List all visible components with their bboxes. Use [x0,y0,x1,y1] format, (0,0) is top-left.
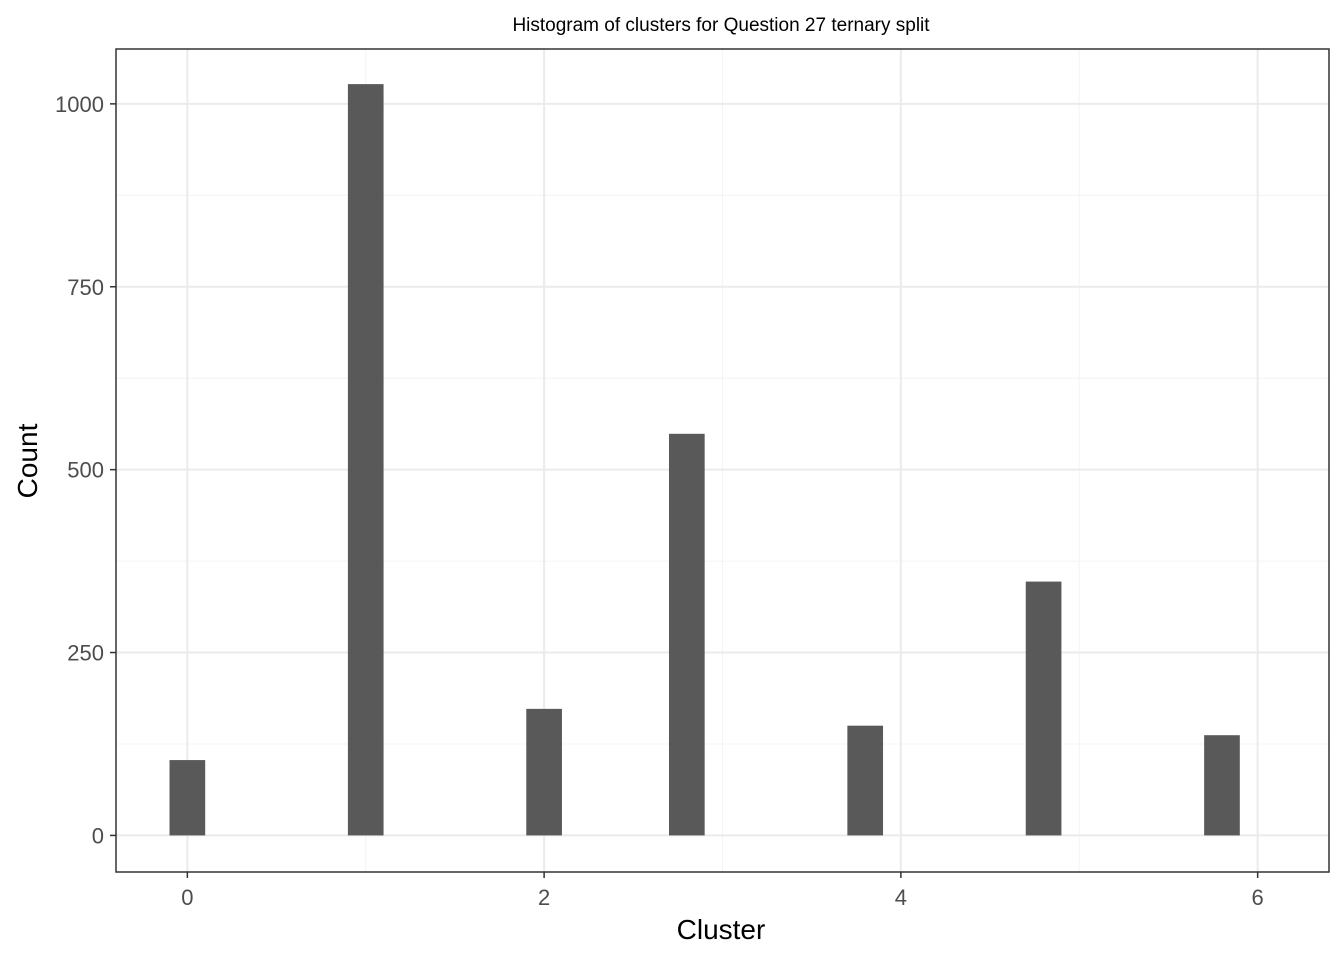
panel-border [115,48,1330,873]
x-axis-ticks: 0 2 4 6 [181,872,1264,910]
x-tick-label: 4 [895,885,907,910]
y-tick-label: 750 [67,275,104,300]
y-tick-label: 250 [67,641,104,666]
bar-cluster-0 [169,760,206,836]
x-tick-label: 0 [181,885,193,910]
x-tick-label: 6 [1252,885,1264,910]
y-axis-title: Count [12,423,43,498]
y-tick-label: 500 [67,458,104,483]
bar-cluster-4 [847,725,884,836]
bar-cluster-2 [526,708,562,836]
y-axis-ticks: 0 250 500 750 1000 [55,92,116,848]
x-axis-title: Cluster [677,914,766,945]
grid-minor [116,49,1329,872]
x-tick-label: 2 [538,885,550,910]
bars [169,84,1240,836]
bar-cluster-1 [347,84,384,836]
y-tick-label: 1000 [55,92,104,117]
chart-title: Histogram of clusters for Question 27 te… [512,15,930,36]
bar-cluster-3 [668,433,705,836]
y-tick-label: 0 [92,823,104,848]
bar-cluster-6 [1204,735,1240,836]
bar-cluster-5 [1025,581,1062,836]
grid-major [116,49,1329,872]
